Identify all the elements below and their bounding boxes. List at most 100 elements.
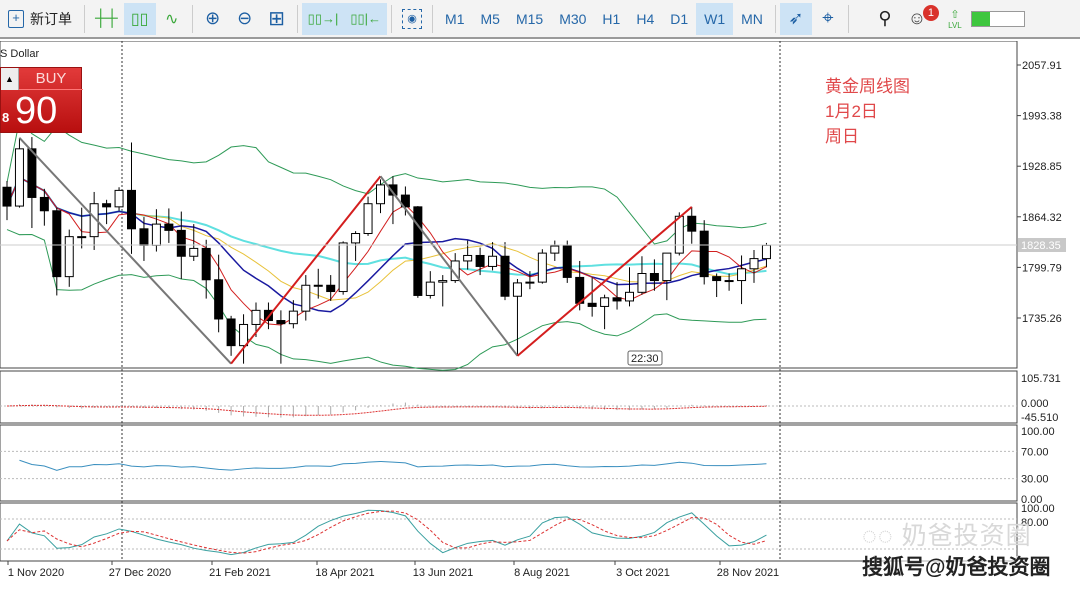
screenshot-button[interactable]: ◉	[396, 3, 428, 35]
zoom-out-button[interactable]: ⊖	[229, 3, 261, 35]
buy-label: BUY	[19, 68, 83, 90]
candle	[761, 244, 771, 260]
candle	[139, 228, 149, 246]
level-indicator: ⇧ LVL	[939, 3, 971, 35]
candle	[712, 276, 722, 282]
candlestick-button[interactable]: ▯▯	[123, 2, 156, 35]
rsi-tick-label: 30.00	[1021, 474, 1049, 486]
candle	[749, 258, 759, 270]
macd-tick-label: 105.731	[1021, 373, 1061, 385]
date-tick-label: 13 Jun 2021	[413, 567, 474, 579]
price-tick-label: 1928.85	[1022, 161, 1062, 173]
zigzag-line	[18, 137, 232, 365]
line-chart-icon: ∿	[164, 10, 179, 28]
candle	[724, 280, 734, 283]
candle	[39, 196, 49, 212]
date-tick-label: 1 Nov 2020	[8, 567, 64, 579]
timeframe-m5[interactable]: M5	[480, 10, 500, 27]
one-click-buy-button[interactable]: ▲ BUY 8 90	[0, 67, 83, 133]
candle	[164, 223, 174, 231]
cursor-arrow-icon: ➶	[788, 8, 804, 28]
line-chart-button[interactable]: ∿	[156, 3, 188, 35]
auto-scroll-icon: ▯▯→|	[307, 10, 339, 26]
rsi-tick-label: 70.00	[1021, 446, 1049, 458]
crosshair-button[interactable]: ⌖	[812, 3, 844, 35]
timeframe-m1[interactable]: M1	[445, 10, 465, 27]
candle	[226, 318, 236, 347]
timeframe-mn[interactable]: MN	[741, 10, 763, 27]
timeframe-h4[interactable]: H4	[636, 10, 655, 27]
divider	[191, 4, 193, 33]
candle	[176, 229, 186, 257]
zoom-out-icon: ⊖	[237, 8, 253, 28]
candle	[587, 302, 597, 307]
price-tick-label: 1864.32	[1022, 212, 1062, 224]
candle	[562, 245, 572, 278]
candle	[662, 252, 672, 282]
cursor-button[interactable]: ➶	[779, 2, 812, 35]
current-price-label: 1828.35	[1021, 240, 1061, 252]
price-tick-label: 2057.91	[1022, 60, 1062, 72]
candle	[239, 323, 249, 347]
level-progress-bar	[970, 10, 1025, 27]
candle	[687, 215, 697, 232]
candle	[637, 273, 647, 293]
candle	[625, 291, 634, 302]
timeframe-w1[interactable]: W1	[696, 2, 734, 35]
timeframe-m15[interactable]: M15	[515, 10, 544, 27]
candle	[27, 148, 37, 198]
rsi-pane	[0, 424, 1018, 502]
candle	[400, 194, 410, 208]
candle	[338, 242, 348, 293]
timeframe-m30[interactable]: M30	[559, 10, 587, 27]
candle	[488, 255, 498, 267]
candle	[737, 268, 747, 282]
user-icon: ☺	[907, 8, 927, 28]
current-price-tag	[1018, 237, 1066, 252]
candle	[425, 281, 435, 296]
candle	[512, 282, 522, 297]
candle	[151, 223, 161, 246]
candle	[114, 189, 124, 208]
candle	[2, 186, 12, 207]
time-marker-box	[627, 350, 663, 366]
candle	[438, 280, 448, 283]
timeframe-h1[interactable]: H1	[602, 10, 621, 27]
candle	[52, 210, 62, 278]
bollinger-lower	[6, 229, 767, 371]
divider	[847, 4, 849, 33]
level-progress-fill	[971, 11, 991, 26]
new-order-label: 新订单	[30, 10, 72, 27]
bar-chart-icon: ┼┼	[95, 9, 118, 27]
bar-chart-button[interactable]: ┼┼	[89, 3, 124, 35]
new-order-button[interactable]: + 新订单	[0, 3, 80, 35]
zigzag-line	[379, 175, 519, 357]
chart-shift-button[interactable]: ▯▯|←	[344, 2, 388, 35]
price-chart[interactable]: 2057.91 1993.38 1928.85 1864.32 1799.79 1735.…	[0, 41, 1080, 581]
candle	[14, 148, 24, 207]
level-label: LVL	[948, 20, 962, 30]
timeframe-d1[interactable]: D1	[670, 10, 689, 27]
price-tick-label: 1735.26	[1022, 313, 1062, 325]
expand-arrow-icon[interactable]: ▲	[1, 68, 19, 90]
toolbar: + 新订单 ┼┼ ▯▯ ∿ ⊕ ⊖ ⊞ ▯▯→| ▯▯|← ◉ M1 M5 M15 M…	[0, 0, 1080, 39]
zoom-in-button[interactable]: ⊕	[197, 3, 229, 35]
price-tick-label: 1799.79	[1022, 262, 1062, 274]
macd-tick-label: 0.000	[1021, 398, 1049, 410]
new-order-icon: +	[8, 9, 24, 28]
candle	[214, 279, 224, 320]
stochastic-pane	[0, 502, 1018, 562]
candle	[525, 281, 535, 284]
rsi-line	[19, 459, 767, 471]
tile-windows-button[interactable]: ⊞	[261, 3, 293, 35]
search-button[interactable]: ⚲	[869, 3, 901, 35]
candle	[363, 203, 373, 235]
candle	[600, 297, 610, 307]
candle	[475, 254, 485, 267]
auto-scroll-button[interactable]: ▯▯→|	[301, 2, 345, 35]
candle	[251, 309, 261, 325]
candle	[351, 233, 361, 244]
candle	[102, 203, 112, 208]
account-button[interactable]: ☺ 1	[901, 3, 939, 35]
camera-icon: ◉	[402, 8, 423, 29]
